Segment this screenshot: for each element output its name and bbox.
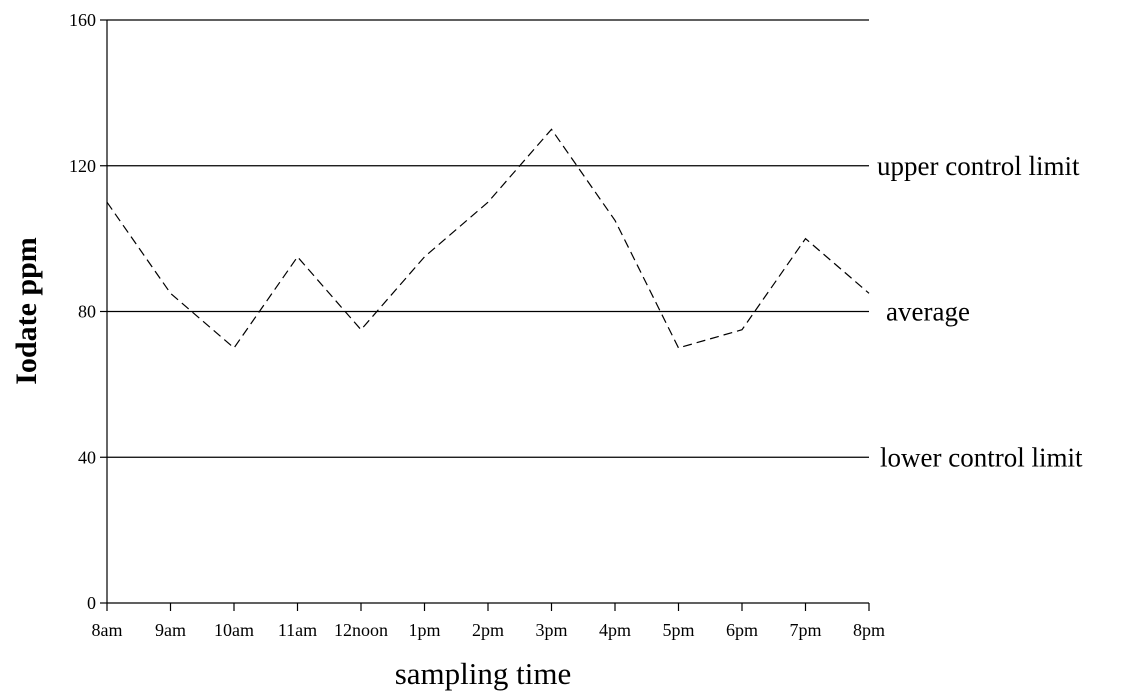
x-tick-label: 5pm <box>662 620 694 640</box>
x-tick-label: 8am <box>92 620 123 640</box>
y-ticks: 0 40 80 120 160 <box>69 10 107 613</box>
y-tick-label: 0 <box>87 593 96 613</box>
x-tick-label: 4pm <box>599 620 631 640</box>
x-tick-label: 7pm <box>789 620 821 640</box>
reference-lines <box>107 19 869 458</box>
reference-labels: upper control limit average lower control … <box>877 151 1083 473</box>
x-ticks: 8am 9am 10am 11am 12noon 1pm 2pm 3pm 4pm 5pm 6pm 7p… <box>92 603 885 640</box>
reference-line-label: upper control limit <box>877 151 1080 181</box>
y-tick-label: 40 <box>78 447 96 467</box>
x-tick-label: 10am <box>214 620 254 640</box>
x-tick-label: 1pm <box>408 620 440 640</box>
x-tick-label: 3pm <box>535 620 567 640</box>
x-axis-title: sampling time <box>395 656 572 691</box>
y-tick-label: 80 <box>78 302 96 322</box>
series-line <box>106 128 870 349</box>
series-layer <box>106 128 870 349</box>
reference-line-label: lower control limit <box>880 442 1083 472</box>
x-tick-label: 8pm <box>853 620 885 640</box>
x-tick-label: 2pm <box>472 620 504 640</box>
x-tick-label: 6pm <box>726 620 758 640</box>
y-tick-label: 160 <box>69 10 96 30</box>
y-tick-label: 120 <box>69 156 96 176</box>
x-tick-label: 11am <box>278 620 317 640</box>
x-tick-label: 12noon <box>334 620 388 640</box>
reference-line-label: average <box>886 297 970 327</box>
x-tick-label: 9am <box>155 620 186 640</box>
y-axis-title: Iodate ppm <box>10 237 43 385</box>
